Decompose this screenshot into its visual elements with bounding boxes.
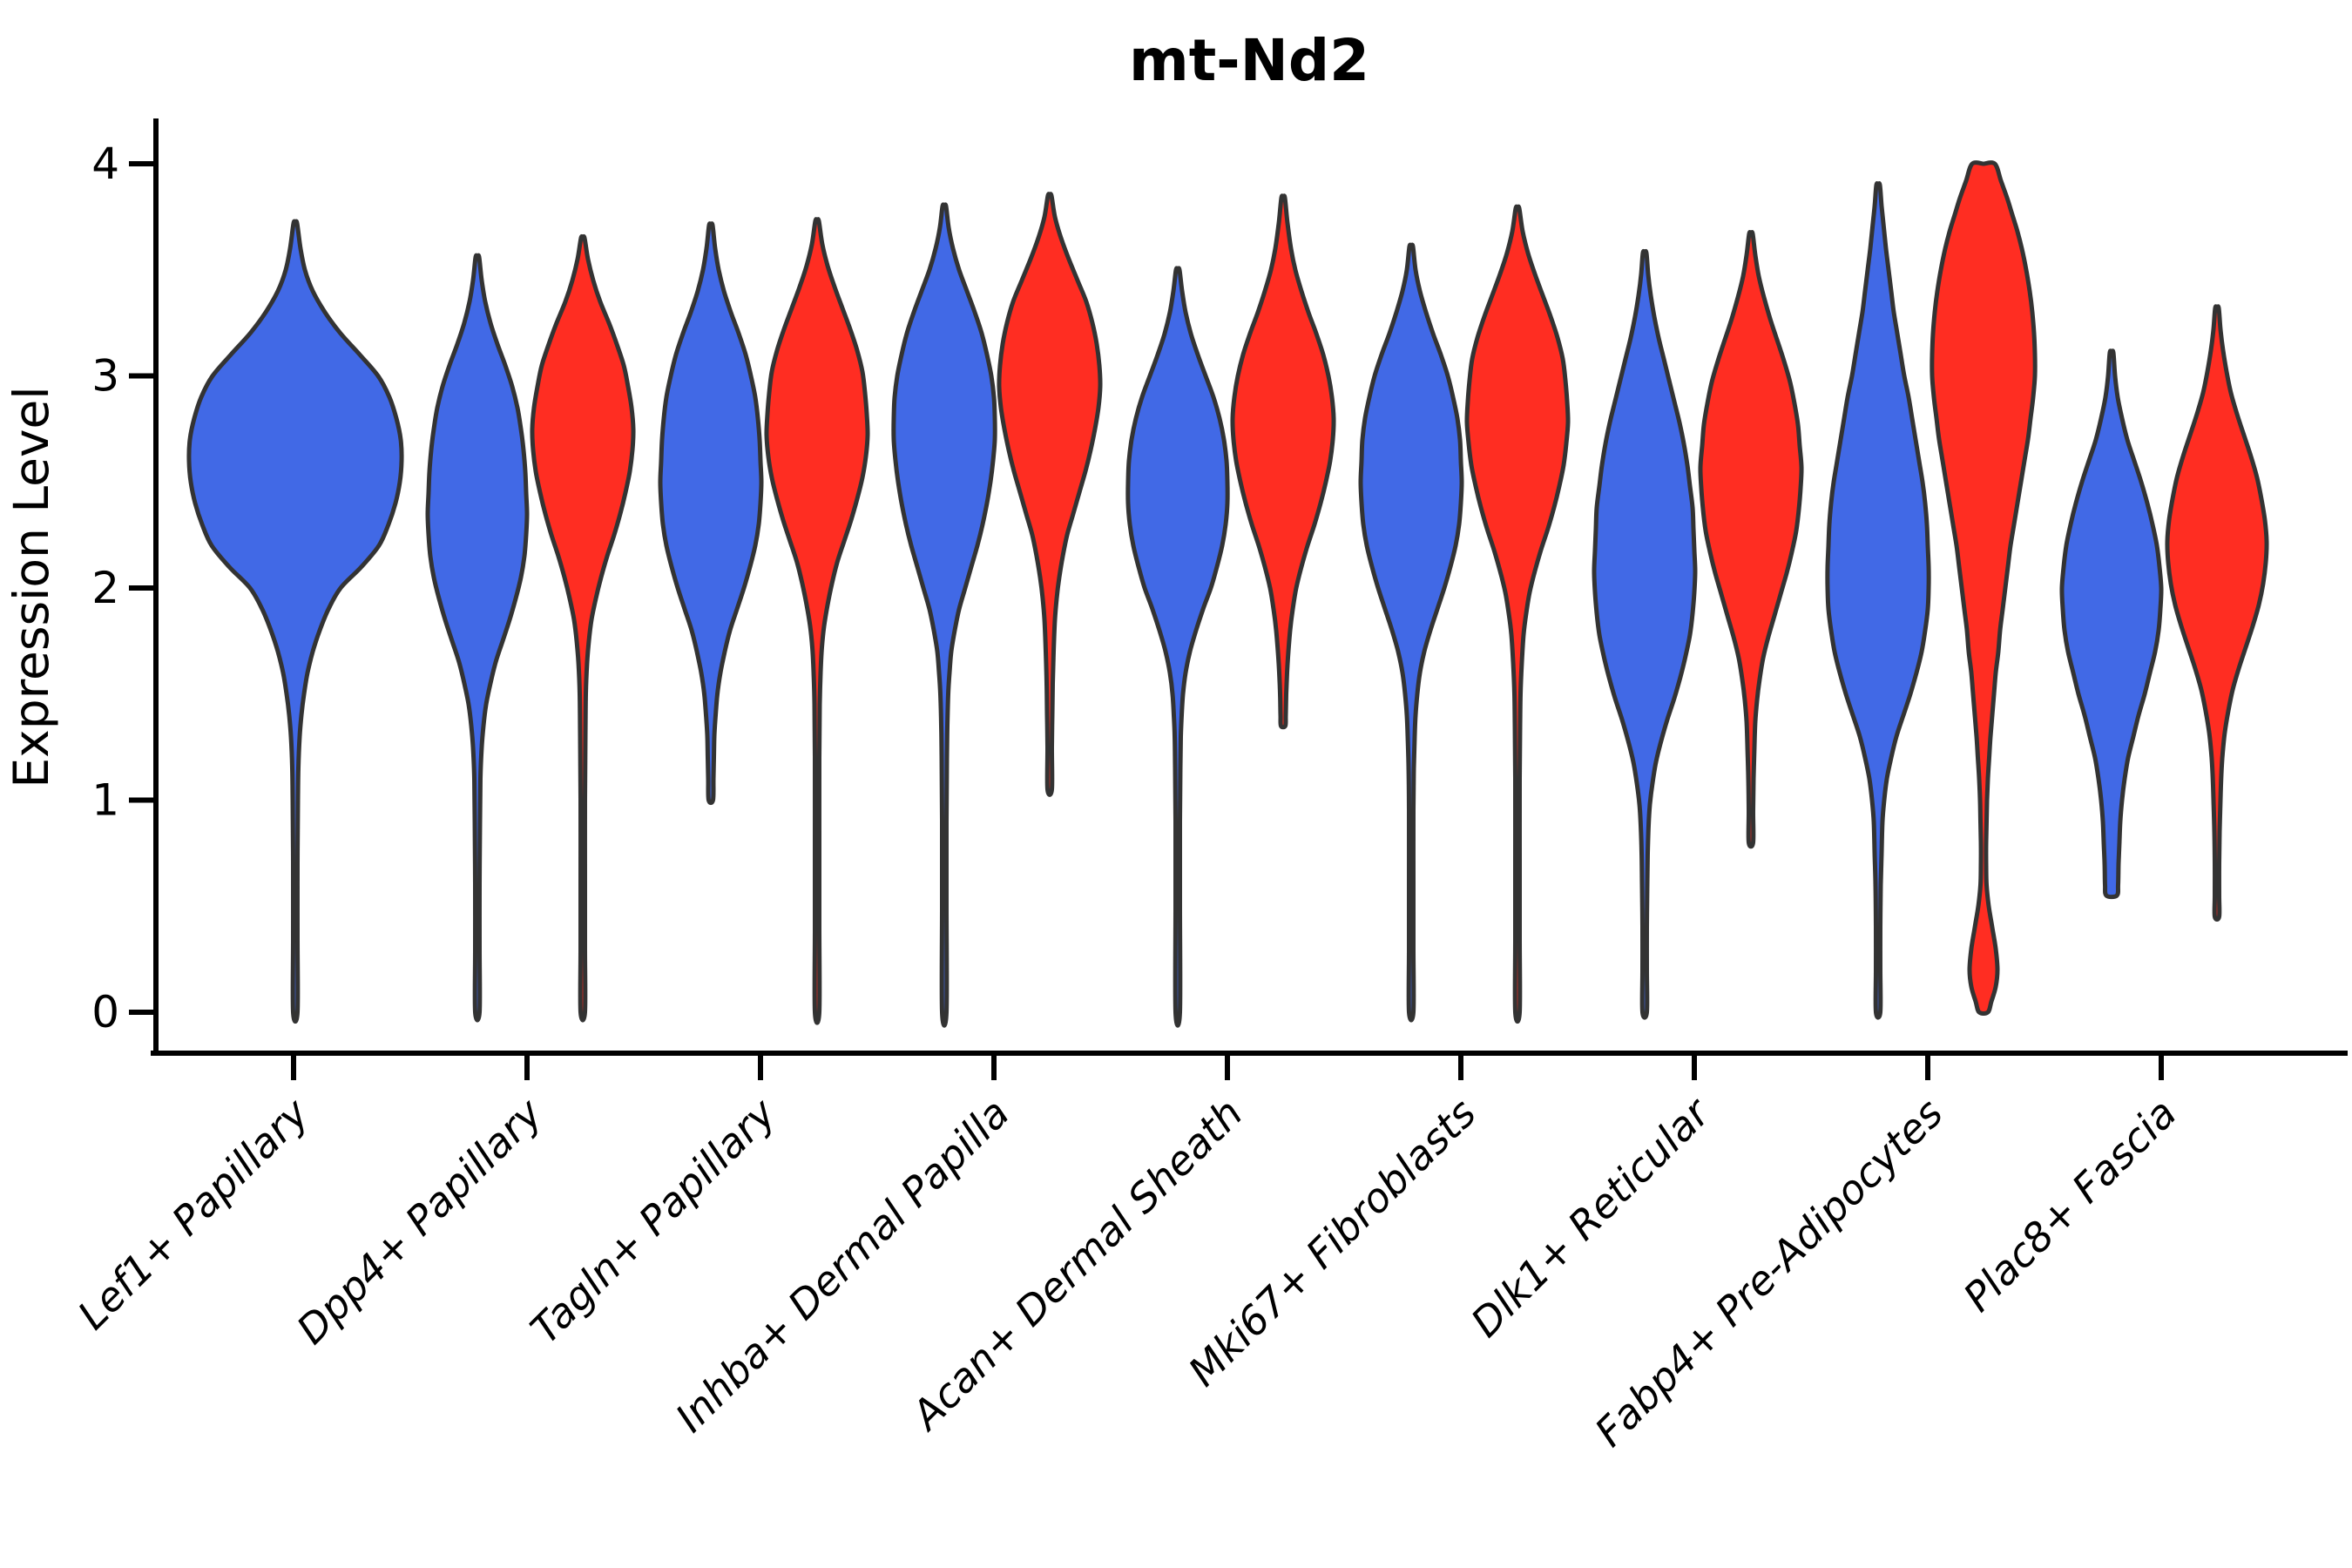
- x-tick-label-plac8-fascia: Plac8+ Fascia: [1954, 1090, 2185, 1321]
- y-tick-label: 3: [91, 351, 119, 402]
- violin-inhba-dermal-papilla-blue: [891, 202, 997, 1028]
- violin-lef1-papillary-blue: [186, 219, 404, 1024]
- x-tick-label-dlk1-reticular: Dlk1+ Reticular: [1462, 1087, 1720, 1346]
- y-tick-label: 1: [91, 775, 119, 826]
- violin-fabp4-pre-adipocytes-red: [1930, 160, 2038, 1016]
- x-tick-label-tagln-papillary: Tagln+ Papillary: [521, 1089, 785, 1353]
- y-tick-label: 4: [91, 139, 119, 189]
- violin-tagln-papillary-red: [764, 217, 870, 1025]
- violin-mki67-fibroblasts-blue: [1358, 242, 1464, 1023]
- y-axis-label: Expression Level: [3, 386, 59, 787]
- violin-dpp4-papillary-red: [530, 233, 636, 1023]
- x-tick-label-lef1-papillary: Lef1+ Papillary: [69, 1089, 318, 1338]
- violin-mki67-fibroblasts-red: [1464, 204, 1571, 1024]
- y-tick-label: 0: [91, 987, 119, 1037]
- chart-title: mt-Nd2: [1129, 27, 1369, 94]
- violin-tagln-papillary-blue: [658, 221, 764, 805]
- x-tick-label-dpp4-papillary: Dpp4+ Papillary: [287, 1089, 551, 1353]
- violin-inhba-dermal-papilla-red: [997, 192, 1103, 797]
- y-tick-label: 2: [91, 563, 119, 613]
- violin-plac8-fascia-red: [2165, 304, 2269, 922]
- violin-fabp4-pre-adipocytes-blue: [1825, 181, 1931, 1020]
- violin-acan-dermal-sheath-red: [1230, 193, 1336, 730]
- violin-dlk1-reticular-blue: [1592, 248, 1698, 1020]
- violin-plac8-fascia-blue: [2059, 348, 2164, 900]
- violin-dlk1-reticular-red: [1698, 230, 1804, 849]
- violin-acan-dermal-sheath-blue: [1125, 266, 1230, 1028]
- violin-dpp4-papillary-blue: [425, 253, 530, 1023]
- violins-layer: [186, 160, 2269, 1028]
